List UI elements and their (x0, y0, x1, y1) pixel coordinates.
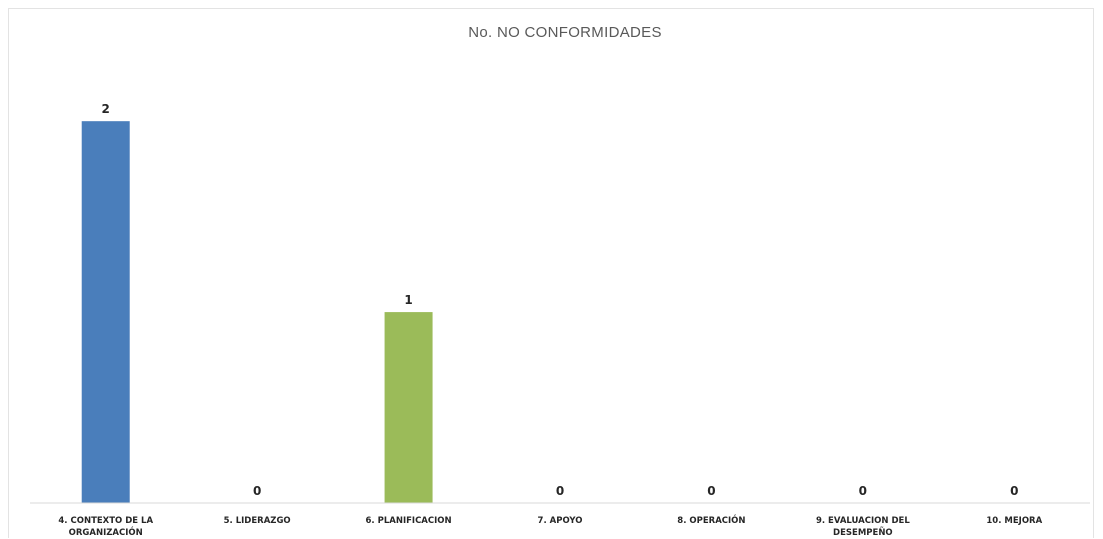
x-tick-label-0-1: ORGANIZACIÓN (69, 526, 143, 538)
data-label-2: 1 (404, 293, 412, 307)
x-tick-label-5-1: DESEMPEÑO (833, 527, 893, 538)
data-label-6: 0 (1010, 484, 1018, 498)
chart-title: No. NO CONFORMIDADES (468, 24, 662, 41)
x-tick-label-5-0: 9. EVALUACION DEL (816, 516, 910, 526)
bars-layer (81, 121, 433, 503)
data-label-4: 0 (707, 484, 715, 498)
x-tick-label-2-0: 6. PLANIFICACION (366, 516, 452, 526)
x-tick-label-3-0: 7. APOYO (538, 516, 583, 526)
bar-2 (384, 312, 433, 503)
data-label-0: 2 (102, 102, 110, 116)
x-tick-label-1-0: 5. LIDERAZGO (224, 516, 291, 526)
x-tick-label-6-0: 10. MEJORA (986, 516, 1042, 526)
chart-frame (8, 8, 1094, 538)
x-tick-label-0-0: 4. CONTEXTO DE LA (58, 516, 153, 526)
data-label-3: 0 (556, 484, 564, 498)
bar-0 (81, 121, 130, 503)
data-label-5: 0 (859, 484, 867, 498)
data-label-1: 0 (253, 484, 261, 498)
x-tick-label-4-0: 8. OPERACIÓN (677, 514, 745, 526)
